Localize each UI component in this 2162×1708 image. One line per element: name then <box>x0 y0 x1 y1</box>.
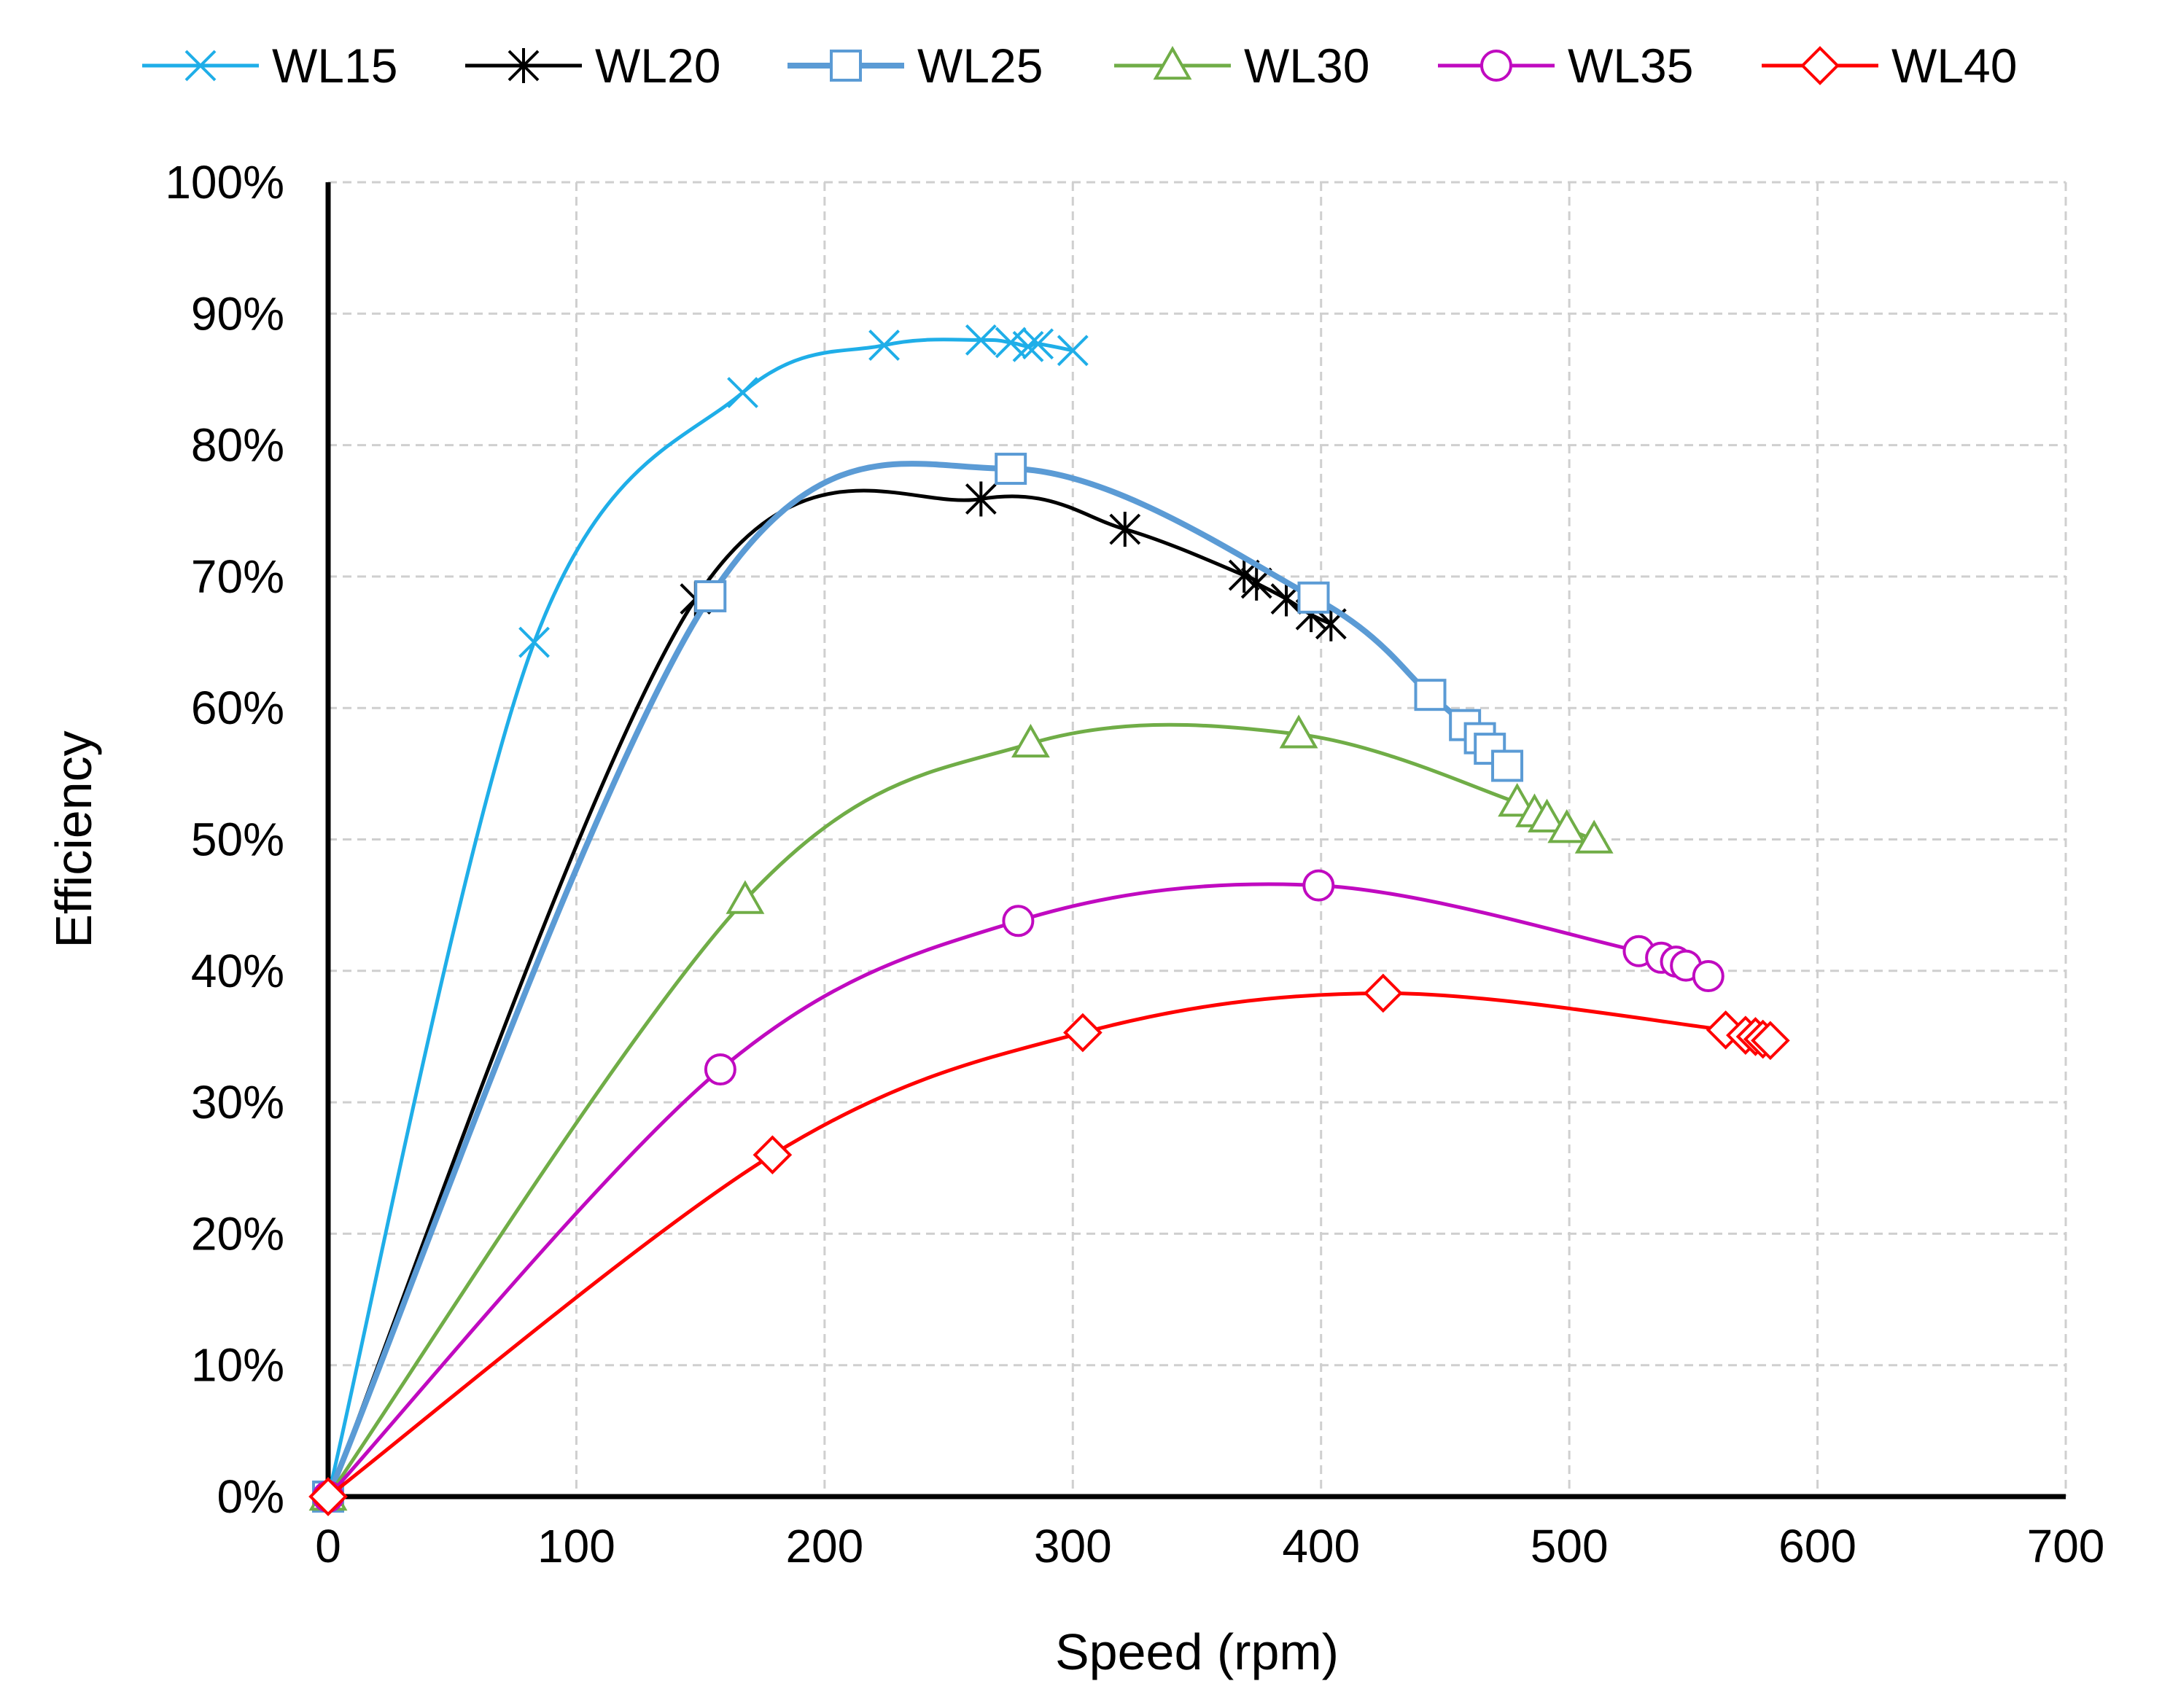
data-point-wl30 <box>1279 714 1318 749</box>
data-point-wl20 <box>1109 511 1141 547</box>
legend-marker-wl25 <box>830 50 862 82</box>
y-tick-label: 40% <box>191 945 284 997</box>
data-point-wl30 <box>1498 782 1537 817</box>
legend-marker-wl30 <box>1153 45 1192 80</box>
x-tick-label: 300 <box>1034 1520 1112 1572</box>
data-point-wl30 <box>1547 809 1587 843</box>
data-point-wl35 <box>1002 905 1035 937</box>
x-tick-label: 200 <box>785 1520 863 1572</box>
legend-label-wl15: WL15 <box>272 39 397 93</box>
data-point-wl40 <box>753 1135 793 1175</box>
legend-item-wl20: WL20 <box>465 39 720 93</box>
y-tick-label: 100% <box>165 156 284 208</box>
data-point-wl15 <box>1057 335 1089 367</box>
legend-marker-wl15 <box>184 50 217 82</box>
series-wl40 <box>308 973 1790 1516</box>
x-tick-label: 400 <box>1282 1520 1360 1572</box>
data-point-wl20 <box>965 481 997 517</box>
series-layer <box>308 324 1790 1516</box>
series-line-wl15 <box>326 338 1073 1497</box>
y-tick-label: 0% <box>217 1470 285 1523</box>
y-tick-label: 50% <box>191 814 284 866</box>
x-tick-label: 0 <box>315 1520 341 1572</box>
legend-marker-wl20 <box>508 48 540 83</box>
series-wl35 <box>312 869 1724 1513</box>
series-line-wl40 <box>327 991 1771 1498</box>
series-line-wl35 <box>327 882 1709 1498</box>
y-tick-label: 30% <box>191 1076 284 1128</box>
legend-marker-wl40 <box>1800 46 1840 85</box>
legend-label-wl20: WL20 <box>595 39 720 93</box>
x-tick-label: 700 <box>2027 1520 2105 1572</box>
y-tick-label: 80% <box>191 419 284 472</box>
legend-item-wl30: WL30 <box>1114 39 1369 93</box>
series-line-wl30 <box>326 722 1595 1498</box>
legend-item-wl25: WL25 <box>788 39 1043 93</box>
data-point-wl35 <box>1302 869 1335 902</box>
legend-label-wl25: WL25 <box>917 39 1043 93</box>
data-point-wl30 <box>1574 819 1614 854</box>
y-tick-label: 70% <box>191 550 284 603</box>
series-line-wl20 <box>326 488 1332 1497</box>
data-point-wl25 <box>1491 749 1524 782</box>
y-tick-label: 10% <box>191 1339 284 1392</box>
legend-marker-wl35 <box>1480 50 1512 82</box>
data-point-wl30 <box>726 880 765 914</box>
data-point-wl15 <box>965 324 997 356</box>
legend-label-wl30: WL30 <box>1244 39 1369 93</box>
data-point-wl40 <box>1063 1013 1103 1053</box>
data-point-wl15 <box>1012 330 1044 362</box>
legend-item-wl40: WL40 <box>1762 39 2017 93</box>
data-point-wl15 <box>1022 328 1054 360</box>
series-wl30 <box>308 714 1614 1511</box>
legend: WL15 WL20 WL25 WL30 WL35 WL40 <box>142 39 2017 93</box>
y-tick-label: 60% <box>191 682 284 734</box>
data-point-wl35 <box>1692 960 1724 993</box>
data-point-wl30 <box>1528 798 1566 832</box>
x-tick-label: 100 <box>537 1520 615 1572</box>
data-point-wl15 <box>868 329 900 361</box>
legend-label-wl40: WL40 <box>1891 39 2017 93</box>
series-wl15 <box>312 324 1089 1513</box>
data-point-wl25 <box>995 453 1027 486</box>
legend-item-wl35: WL35 <box>1438 39 1693 93</box>
legend-label-wl35: WL35 <box>1568 39 1693 93</box>
x-tick-label: 600 <box>1778 1520 1856 1572</box>
axes: 0 100 200 300 400 500 600 700 0% 10% 20% 30% 40% 50% 6… <box>165 156 2104 1572</box>
data-point-wl40 <box>1751 1021 1790 1061</box>
y-tick-label: 20% <box>191 1207 284 1260</box>
x-tick-label: 500 <box>1531 1520 1609 1572</box>
data-point-wl35 <box>704 1053 736 1086</box>
data-point-wl30 <box>1011 723 1050 758</box>
data-point-wl15 <box>727 377 758 408</box>
grid <box>328 181 2067 1497</box>
data-point-wl40 <box>308 1477 348 1516</box>
x-axis-title: Speed (rpm) <box>1055 1623 1339 1680</box>
legend-item-wl15: WL15 <box>142 39 397 93</box>
series-wl25 <box>312 453 1524 1513</box>
y-tick-label: 90% <box>191 287 284 340</box>
data-point-wl25 <box>1414 679 1447 711</box>
series-wl20 <box>312 481 1347 1514</box>
data-point-wl15 <box>518 626 550 658</box>
data-point-wl25 <box>694 580 727 612</box>
data-point-wl25 <box>1297 581 1330 614</box>
y-axis-title: Efficiency <box>45 730 102 948</box>
data-point-wl40 <box>1363 973 1403 1013</box>
